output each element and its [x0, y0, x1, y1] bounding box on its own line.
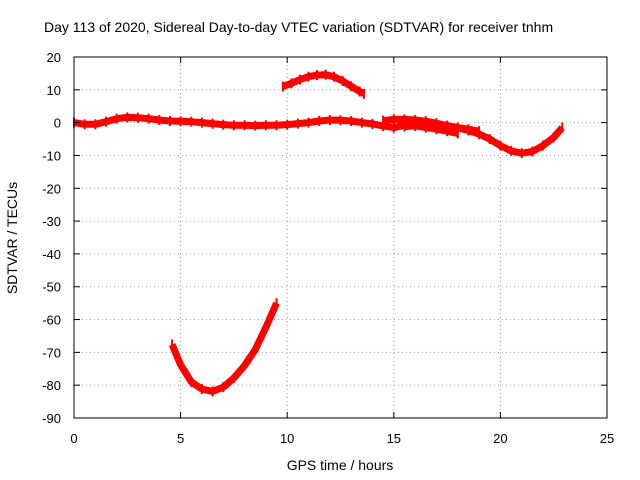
plot-frame [73, 56, 608, 419]
y-tick-label: -80 [42, 378, 61, 393]
x-tick-label: 25 [600, 431, 614, 446]
x-tick-label: 20 [493, 431, 507, 446]
y-tick-label: -20 [42, 181, 61, 196]
x-tick-label: 5 [177, 431, 184, 446]
grid [74, 57, 607, 418]
series-layer [73, 69, 565, 397]
x-tick-label: 0 [70, 431, 77, 446]
y-tick-label: 20 [47, 50, 61, 65]
chart-title: Day 113 of 2020, Sidereal Day-to-day VTE… [44, 19, 553, 35]
y-tick-label: -60 [42, 313, 61, 328]
series-lower-arc [168, 301, 280, 395]
series-secondary-lower-band [404, 122, 459, 137]
x-axis-label: GPS time / hours [287, 457, 394, 473]
y-tick-label: -90 [42, 411, 61, 426]
y-tick-label: 10 [47, 83, 61, 98]
y-axis-label: SDTVAR / TECUs [4, 182, 20, 294]
x-tick-label: 10 [280, 431, 294, 446]
x-tick-label: 15 [387, 431, 401, 446]
y-tick-label: -50 [42, 280, 61, 295]
axes: 0 5 10 15 20 25 20 10 0 -10 -20 -30 -40 -50 -60 -70 -80 -… [42, 50, 614, 446]
y-tick-label: 0 [54, 116, 61, 131]
y-tick-label: -70 [42, 345, 61, 360]
series-secondary-upper-band [382, 115, 480, 135]
y-tick-label: -30 [42, 214, 61, 229]
y-tick-label: -10 [42, 148, 61, 163]
y-tick-label: -40 [42, 247, 61, 262]
